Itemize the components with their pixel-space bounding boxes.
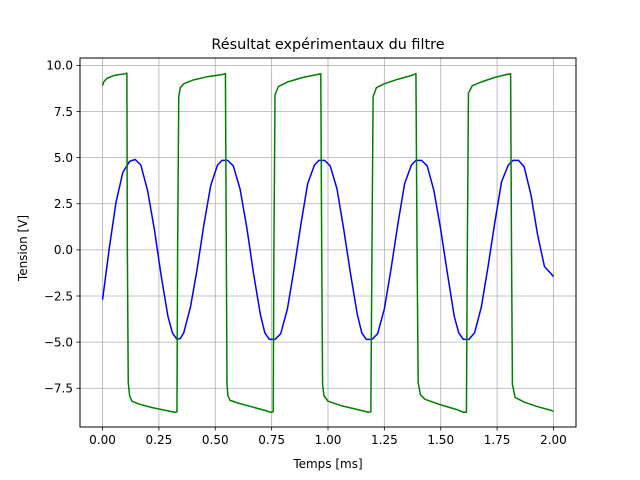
chart-title: Résultat expérimentaux du filtre (211, 37, 444, 53)
series-line-blue (101, 158, 555, 341)
series-line-green (101, 72, 554, 413)
y-tick-label: 7.5 (54, 105, 73, 119)
y-tick-label: −2.5 (44, 289, 73, 303)
x-tick-label: 0.50 (202, 433, 229, 447)
x-tick-label: 1.25 (371, 433, 398, 447)
axis-ticks: 0.00 0.25 0.50 0.75 1.00 1.25 1.50 1.75 2.00 −7.5… (44, 59, 567, 447)
x-tick-label: 0.00 (89, 433, 116, 447)
x-tick-label: 1.75 (484, 433, 511, 447)
y-tick-label: 5.0 (54, 151, 73, 165)
x-axis-label: Temps [ms] (292, 457, 362, 471)
x-tick-label: 0.75 (258, 433, 285, 447)
x-tick-label: 1.00 (315, 433, 342, 447)
x-tick-label: 0.25 (146, 433, 173, 447)
y-axis-label: Tension [V] (16, 215, 30, 282)
y-tick-label: 2.5 (54, 197, 73, 211)
y-tick-label: 10.0 (46, 59, 73, 73)
y-tick-label: 0.0 (54, 243, 73, 257)
x-tick-label: 2.00 (540, 433, 567, 447)
y-tick-label: −7.5 (44, 382, 73, 396)
series-lines (101, 72, 555, 413)
y-tick-label: −5.0 (44, 335, 73, 349)
grid-lines (80, 58, 576, 427)
plot-frame (79, 57, 577, 428)
x-tick-label: 1.50 (427, 433, 454, 447)
